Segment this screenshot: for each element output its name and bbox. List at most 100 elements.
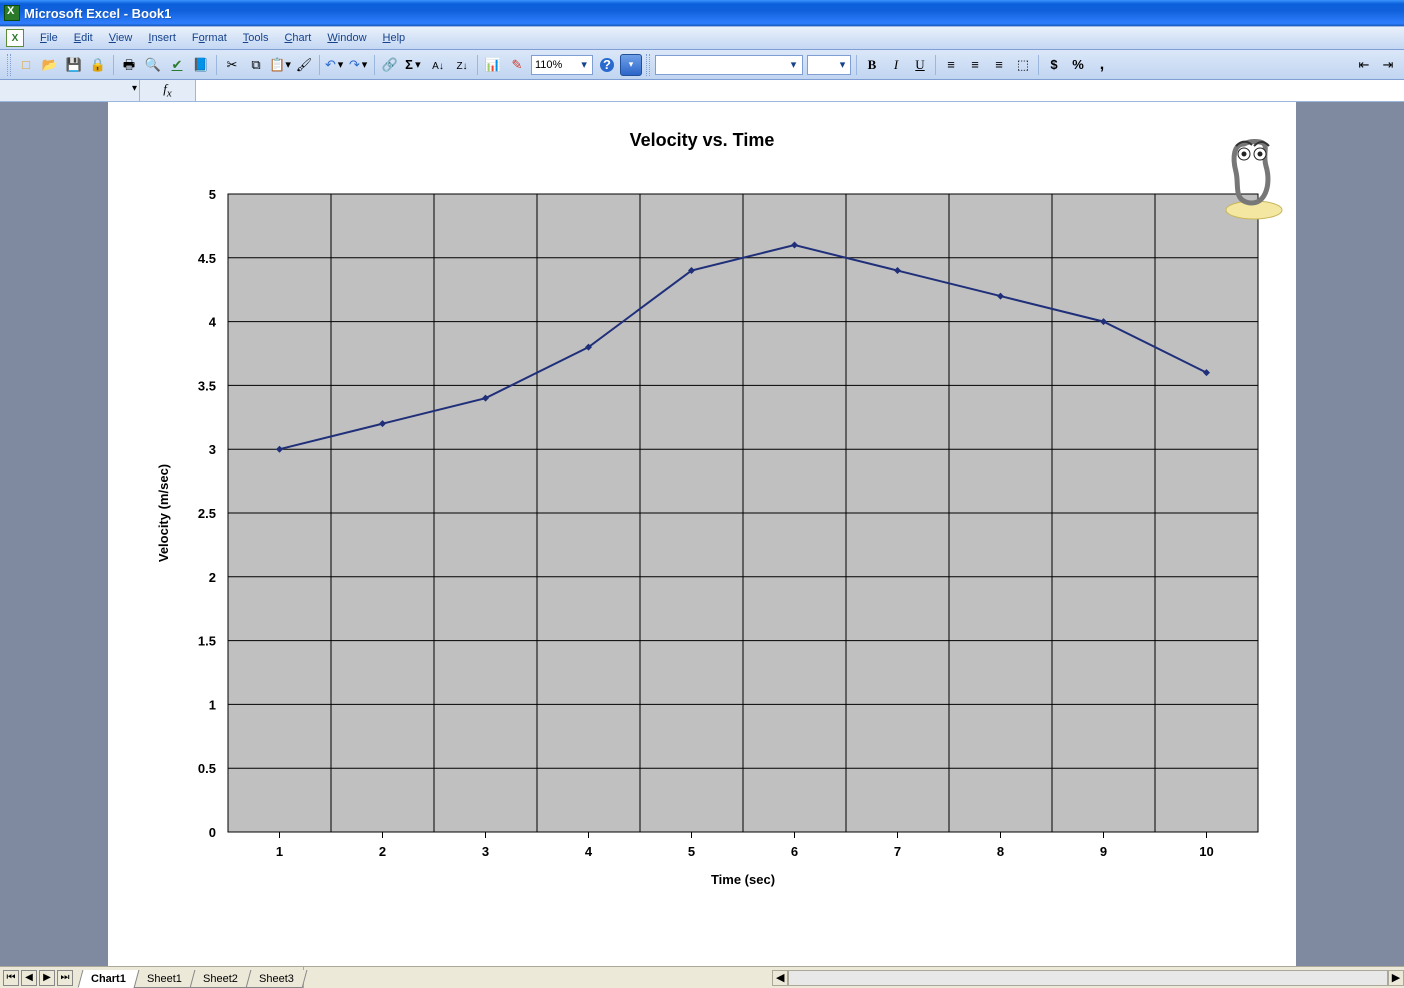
chart-wizard-button[interactable] (482, 54, 504, 76)
redo-button[interactable]: ▾ (348, 54, 370, 76)
toolbar-grip-icon[interactable] (646, 54, 650, 76)
permission-icon (90, 58, 106, 71)
chevron-down-icon[interactable]: ▾ (336, 58, 345, 71)
insert-function-button[interactable]: fx (140, 80, 196, 101)
italic-button[interactable] (885, 54, 907, 76)
decrease-indent-button[interactable] (1353, 54, 1375, 76)
chevron-down-icon[interactable]: ▾ (360, 58, 369, 71)
menu-insert[interactable]: Insert (140, 29, 184, 47)
menu-format[interactable]: Format (184, 29, 235, 47)
x-tick-label: 4 (585, 844, 593, 859)
font-name-combo[interactable]: ▾ (655, 55, 803, 75)
print-preview-button[interactable] (142, 54, 164, 76)
chevron-down-icon[interactable]: ▾ (838, 58, 847, 71)
cut-button[interactable] (221, 54, 243, 76)
menu-chart[interactable]: Chart (276, 29, 319, 47)
align-left-button[interactable] (940, 54, 962, 76)
y-tick-label: 5 (209, 187, 216, 202)
drawing-button[interactable] (506, 54, 528, 76)
chevron-down-icon[interactable]: ▾ (579, 58, 589, 71)
sheet-tab-sheet2[interactable]: Sheet2 (189, 970, 251, 988)
help-button[interactable] (596, 54, 618, 76)
chevron-down-icon[interactable]: ▾ (132, 83, 137, 94)
sort-asc-button[interactable] (427, 54, 449, 76)
autosum-button[interactable]: ▾ (403, 54, 425, 76)
research-button[interactable] (190, 54, 212, 76)
sort-desc-button[interactable] (451, 54, 473, 76)
save-button[interactable] (63, 54, 85, 76)
scroll-track[interactable] (788, 970, 1388, 986)
sheet-tab-sheet1[interactable]: Sheet1 (133, 970, 195, 988)
menu-bar: X FileEditViewInsertFormatToolsChartWind… (0, 26, 1404, 50)
merge-center-icon (1017, 58, 1029, 71)
open-icon (42, 58, 58, 71)
scroll-right-button[interactable]: ▶ (1388, 970, 1404, 986)
new-button[interactable] (15, 54, 37, 76)
formula-input[interactable] (196, 80, 1404, 101)
format-painter-icon (296, 58, 313, 71)
chevron-down-icon: ▾ (629, 59, 634, 70)
paste-button[interactable]: ▾ (269, 54, 291, 76)
align-center-button[interactable] (964, 54, 986, 76)
bold-button[interactable] (861, 54, 883, 76)
merge-center-button[interactable] (1012, 54, 1034, 76)
chevron-down-icon[interactable]: ▾ (788, 58, 799, 71)
menu-view[interactable]: View (101, 29, 141, 47)
align-right-icon (995, 58, 1003, 71)
zoom-combo[interactable]: ▾ (531, 55, 593, 75)
toolbar-grip-icon[interactable] (7, 54, 11, 76)
menu-tools[interactable]: Tools (235, 29, 277, 47)
spelling-icon (172, 58, 183, 71)
increase-indent-button[interactable] (1377, 54, 1399, 76)
chart-area[interactable]: Velocity vs. Time00.511.522.533.544.5512… (108, 102, 1296, 964)
currency-button[interactable] (1043, 54, 1065, 76)
x-tick-label: 10 (1199, 844, 1213, 859)
sheet-tab-chart1[interactable]: Chart1 (78, 970, 140, 988)
font-name-input[interactable] (659, 59, 788, 71)
workspace: Velocity vs. Time00.511.522.533.544.5512… (0, 102, 1404, 966)
name-box[interactable]: ▾ (0, 80, 140, 101)
undo-button[interactable]: ▾ (324, 54, 346, 76)
open-button[interactable] (39, 54, 61, 76)
font-size-combo[interactable]: ▾ (807, 55, 851, 75)
comma-style-button[interactable] (1091, 54, 1113, 76)
print-button[interactable] (118, 54, 140, 76)
align-right-button[interactable] (988, 54, 1010, 76)
chart-title[interactable]: Velocity vs. Time (630, 130, 775, 150)
copy-button[interactable] (245, 54, 267, 76)
percent-button[interactable] (1067, 54, 1089, 76)
print-preview-icon (145, 58, 161, 71)
menu-edit[interactable]: Edit (66, 29, 101, 47)
menu-window[interactable]: Window (319, 29, 374, 47)
chevron-down-icon[interactable]: ▾ (413, 58, 423, 71)
x-axis-title[interactable]: Time (sec) (711, 872, 775, 887)
chart-sheet[interactable]: Velocity vs. Time00.511.522.533.544.5512… (108, 102, 1296, 966)
toolbar-separator (319, 55, 320, 75)
tab-nav-prev-button[interactable]: ◀ (21, 970, 37, 986)
tab-nav-first-button[interactable]: ⏮ (3, 970, 19, 986)
font-size-input[interactable] (811, 59, 838, 71)
scroll-left-button[interactable]: ◀ (772, 970, 788, 986)
menu-file[interactable]: File (32, 29, 66, 47)
menu-help[interactable]: Help (375, 29, 414, 47)
increase-indent-icon (1383, 58, 1394, 71)
underline-button[interactable] (909, 54, 931, 76)
sheet-tab-sheet3[interactable]: Sheet3 (245, 970, 307, 988)
horizontal-scrollbar[interactable]: ◀ ▶ (772, 967, 1404, 988)
name-box-input[interactable] (0, 80, 139, 101)
zoom-input[interactable] (535, 59, 579, 71)
italic-icon (894, 58, 898, 71)
x-tick-label: 5 (688, 844, 695, 859)
spelling-button[interactable] (166, 54, 188, 76)
tab-nav-last-button[interactable]: ⏭ (57, 970, 73, 986)
format-painter-button[interactable] (293, 54, 315, 76)
workbook-icon[interactable]: X (6, 29, 24, 47)
toolbar-options-button[interactable]: ▾ (620, 54, 642, 76)
permission-button[interactable] (87, 54, 109, 76)
align-left-icon (947, 58, 955, 71)
hyperlink-button[interactable] (379, 54, 401, 76)
y-axis-title[interactable]: Velocity (m/sec) (156, 464, 171, 562)
y-tick-label: 0.5 (198, 761, 216, 776)
chevron-down-icon[interactable]: ▾ (285, 58, 291, 71)
tab-nav-next-button[interactable]: ▶ (39, 970, 55, 986)
